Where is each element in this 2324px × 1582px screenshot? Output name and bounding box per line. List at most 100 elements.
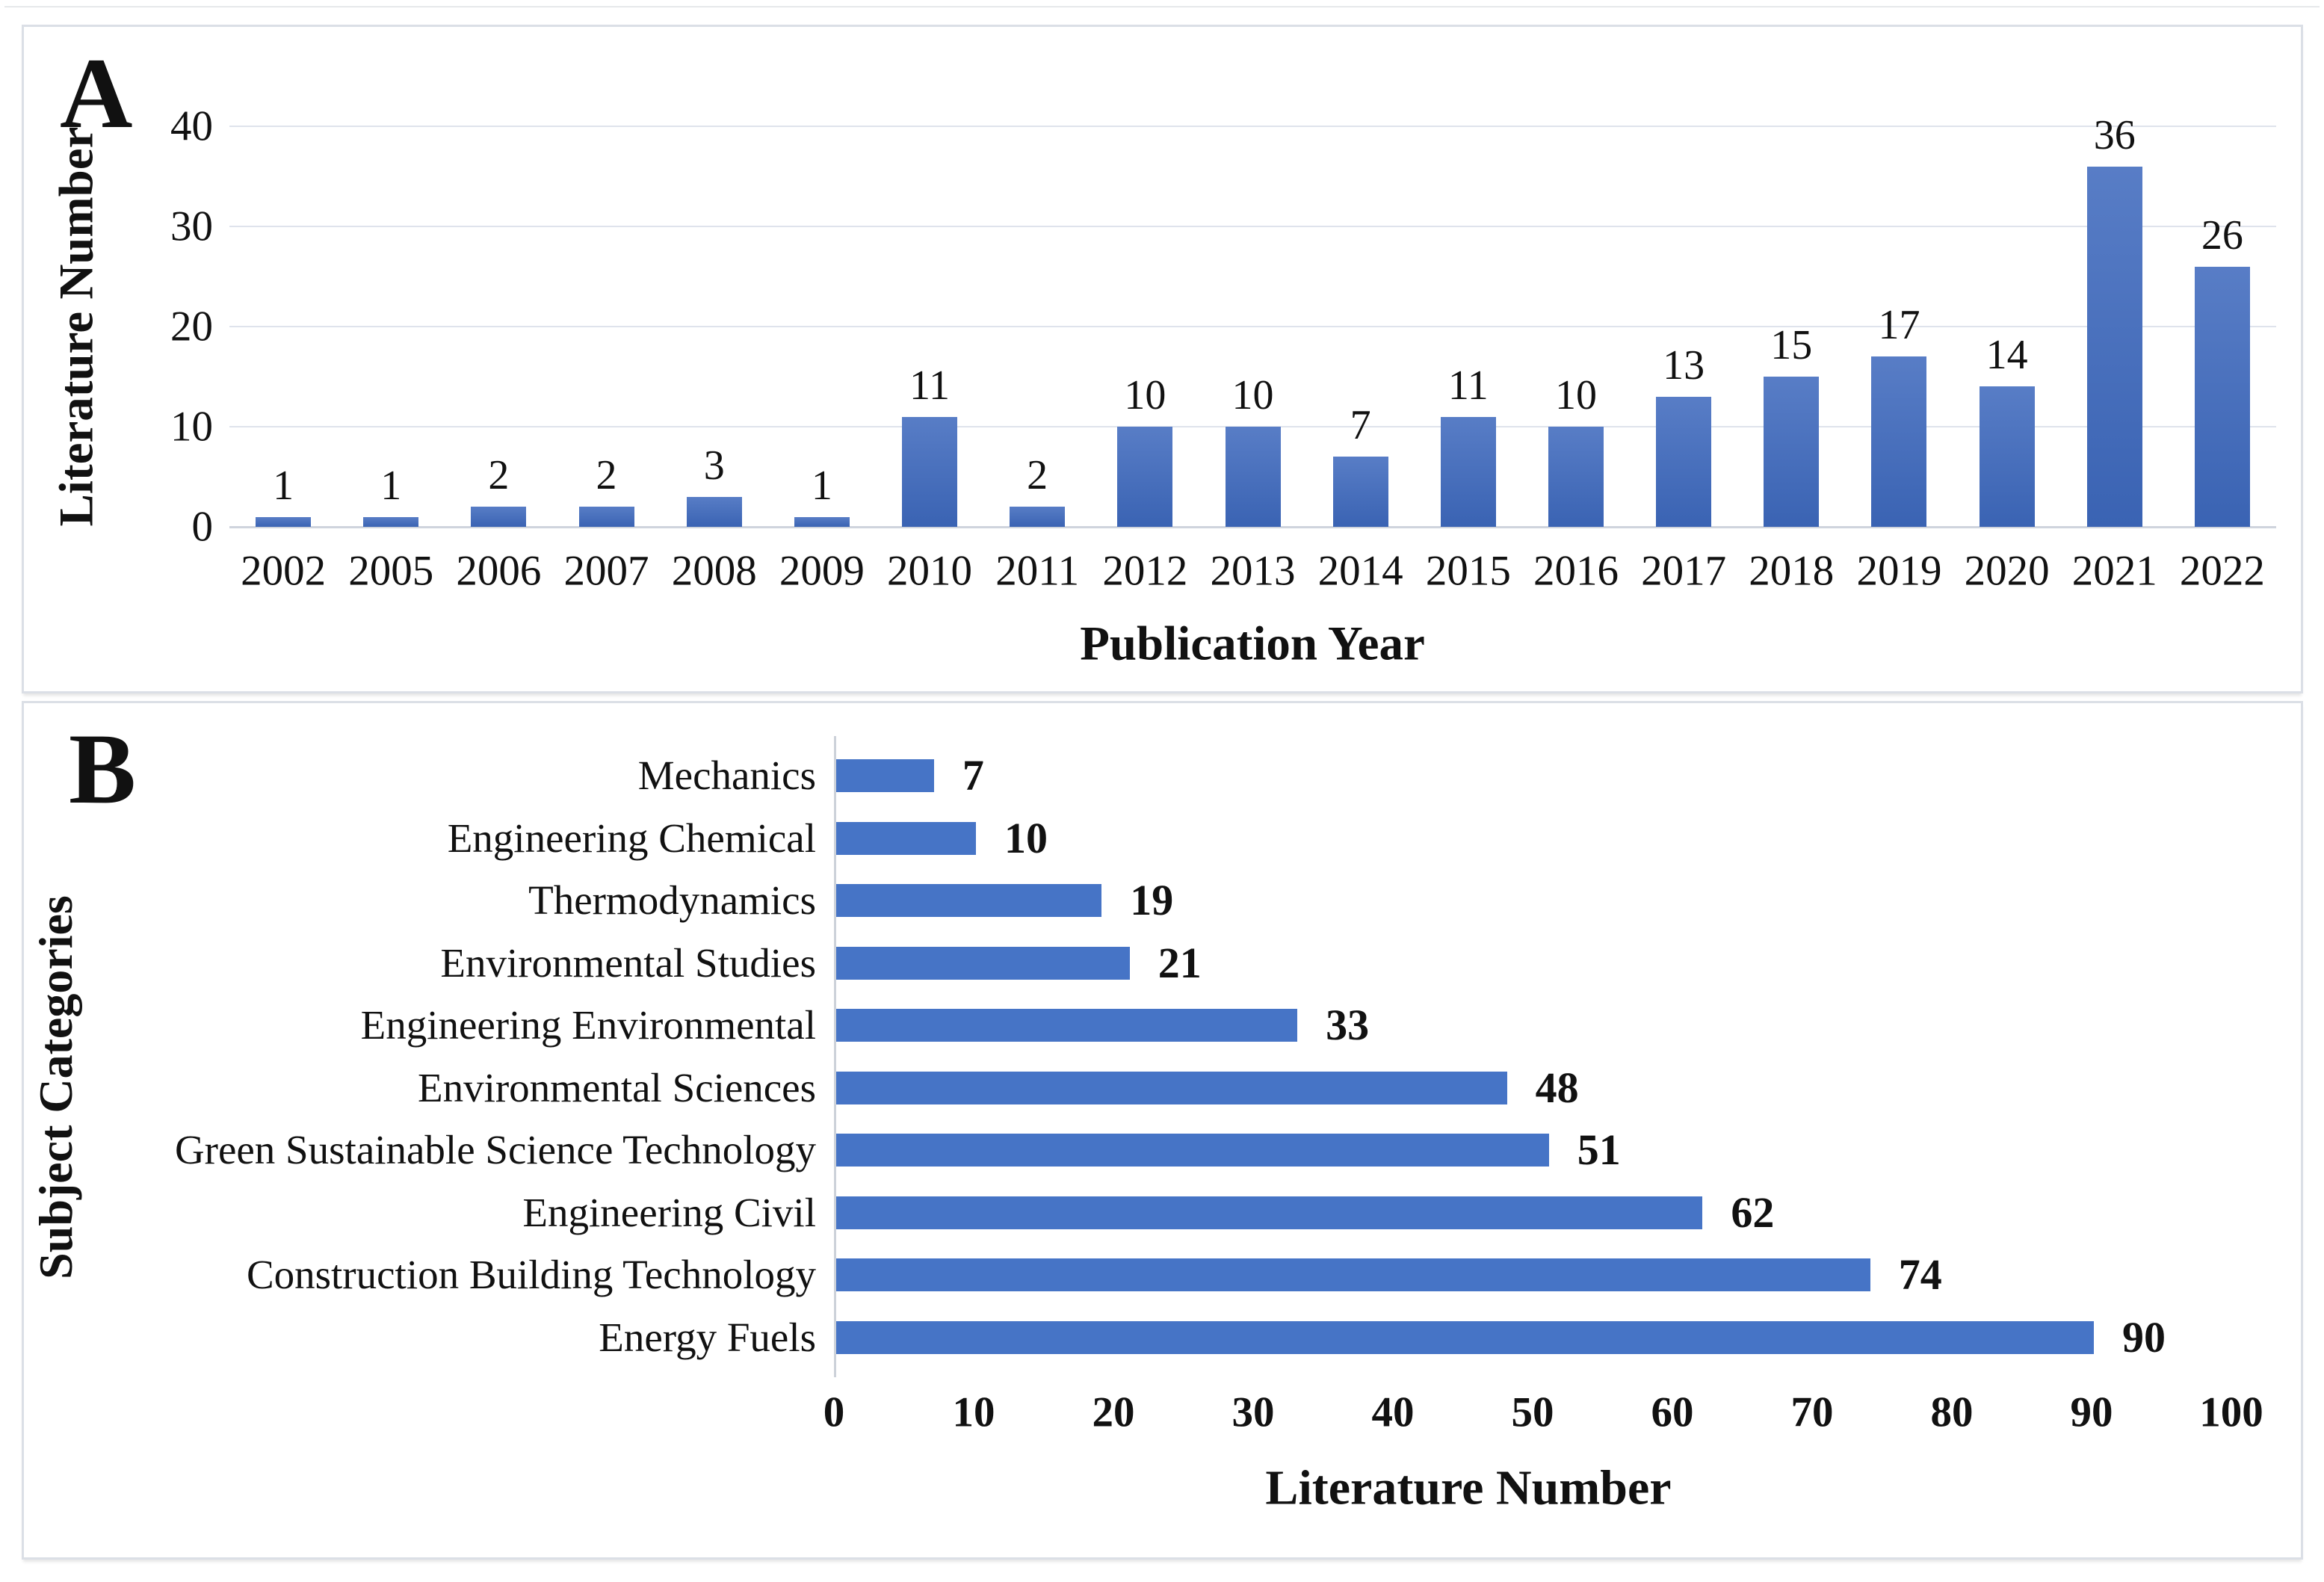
- bar: [471, 507, 527, 527]
- bar-value-label: 13: [1663, 342, 1705, 389]
- bar-value-label: 15: [1770, 322, 1813, 368]
- bar-value-label: 1: [380, 462, 402, 509]
- bar: [1332, 457, 1388, 527]
- bar-value-label: 3: [703, 442, 725, 489]
- figure-top-divider: [4, 6, 2320, 7]
- bar: [836, 1320, 2094, 1354]
- x-axis-tick-label: 70: [1790, 1388, 1834, 1436]
- x-axis-tick-label: 90: [2070, 1388, 2113, 1436]
- panel-b-frame: [22, 701, 2303, 1560]
- bar-value-label: 36: [2093, 111, 2136, 158]
- bar: [1117, 427, 1173, 527]
- bar: [1871, 356, 1927, 527]
- bar: [836, 1071, 1507, 1104]
- bar: [686, 496, 742, 527]
- x-axis-tick-label: 2013: [1210, 547, 1296, 595]
- bar: [363, 516, 419, 527]
- bar-value-label: 48: [1535, 1063, 1579, 1112]
- bar: [836, 946, 1130, 980]
- gridline: [229, 326, 2276, 327]
- bar-value-label: 51: [1577, 1125, 1621, 1174]
- bar-value-label: 7: [1350, 402, 1371, 449]
- x-axis-tick-label: 60: [1651, 1388, 1694, 1436]
- bar: [256, 516, 312, 527]
- bar: [836, 1196, 1703, 1229]
- x-axis-tick-label: 30: [1231, 1388, 1275, 1436]
- panel-a-label: A: [60, 38, 133, 149]
- bar: [1225, 427, 1281, 527]
- x-axis-tick-label: 2006: [456, 547, 542, 595]
- x-axis-tick-label: 50: [1511, 1388, 1554, 1436]
- bar: [836, 1009, 1298, 1042]
- bar-value-label: 33: [1326, 1001, 1370, 1049]
- x-axis-tick-label: 2010: [887, 547, 973, 595]
- category-axis-line: [834, 736, 836, 1377]
- bar-value-label: 2: [596, 452, 617, 499]
- bar-value-label: 62: [1731, 1187, 1775, 1237]
- bar-value-label: 11: [909, 362, 950, 409]
- x-axis-tick-label: 2008: [671, 547, 757, 595]
- bar-value-label: 10: [1231, 372, 1274, 418]
- bar-value-label: 1: [811, 462, 832, 509]
- bar-value-label: 10: [1554, 372, 1597, 418]
- bar: [836, 821, 976, 855]
- bar: [2086, 166, 2142, 527]
- x-axis-tick-label: 0: [823, 1388, 845, 1436]
- bar: [1440, 416, 1496, 527]
- bar: [902, 416, 958, 527]
- bar: [578, 507, 634, 527]
- category-label: Thermodynamics: [528, 877, 816, 923]
- bar-value-label: 10: [1124, 372, 1166, 418]
- gridline: [229, 226, 2276, 227]
- bar-value-label: 10: [1004, 813, 1048, 862]
- bar-value-label: 26: [2201, 211, 2243, 259]
- bar: [836, 884, 1102, 917]
- category-label: Environmental Sciences: [417, 1064, 816, 1110]
- category-label: Engineering Chemical: [447, 815, 816, 861]
- category-label: Green Sustainable Science Technology: [174, 1126, 816, 1172]
- bar: [2194, 266, 2250, 527]
- gridline: [229, 526, 2276, 528]
- bar-value-label: 90: [2122, 1312, 2166, 1362]
- bar: [794, 516, 850, 527]
- x-axis-tick-label: 2018: [1749, 547, 1835, 595]
- bar: [1010, 507, 1066, 527]
- category-label: Environmental Studies: [440, 939, 816, 986]
- x-axis-tick-label: 80: [1930, 1388, 1974, 1436]
- x-axis-tick-label: 2017: [1641, 547, 1727, 595]
- category-label: Engineering Civil: [522, 1189, 816, 1235]
- bar: [1548, 427, 1604, 527]
- y-axis-tick-label: 30: [170, 203, 213, 250]
- y-axis-tick-label: 0: [191, 503, 214, 551]
- panel-a-x-axis-title: Publication Year: [1080, 617, 1425, 671]
- bar: [1764, 377, 1820, 527]
- x-axis-tick-label: 2019: [1856, 547, 1942, 595]
- bar-value-label: 11: [1447, 362, 1489, 409]
- bar: [1656, 396, 1712, 527]
- x-axis-tick-label: 2005: [348, 547, 434, 595]
- x-axis-tick-label: 2014: [1317, 547, 1403, 595]
- x-axis-tick-label: 2015: [1425, 547, 1511, 595]
- bar: [836, 1134, 1549, 1167]
- category-label: Energy Fuels: [599, 1314, 816, 1360]
- category-label: Construction Building Technology: [246, 1251, 816, 1297]
- bar-value-label: 2: [1027, 452, 1048, 499]
- bar: [836, 1258, 1870, 1291]
- x-axis-tick-label: 2012: [1102, 547, 1188, 595]
- bar-value-label: 2: [488, 452, 510, 499]
- bar-value-label: 1: [273, 462, 294, 509]
- x-axis-tick-label: 100: [2199, 1388, 2263, 1436]
- bar-value-label: 17: [1878, 302, 1920, 349]
- y-axis-tick-label: 20: [170, 303, 213, 350]
- category-label: Engineering Environmental: [360, 1001, 816, 1048]
- x-axis-tick-label: 2011: [995, 547, 1080, 595]
- bar: [836, 759, 934, 792]
- bar: [1979, 386, 2035, 527]
- bar-value-label: 14: [1985, 332, 2028, 379]
- panel-b-x-axis-title: Literature Number: [1265, 1460, 1672, 1515]
- bar-value-label: 21: [1158, 938, 1202, 987]
- x-axis-tick-label: 40: [1371, 1388, 1415, 1436]
- bar-value-label: 19: [1130, 876, 1174, 924]
- x-axis-tick-label: 2021: [2071, 547, 2157, 595]
